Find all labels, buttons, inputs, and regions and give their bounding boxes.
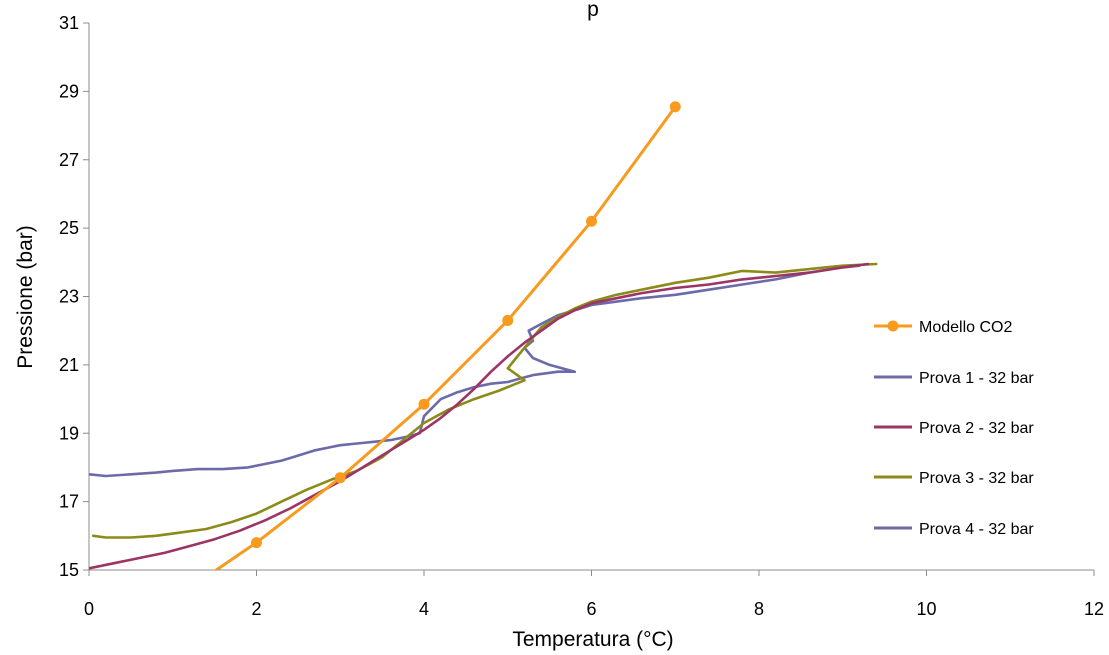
y-tick-label: 31 (59, 13, 79, 33)
legend-item: Modello CO2 (874, 319, 1012, 336)
y-tick-label: 17 (59, 492, 79, 512)
x-tick-label: 0 (84, 599, 94, 619)
data-point (334, 472, 346, 484)
plot-area (89, 101, 878, 570)
x-tick-label: 2 (251, 599, 261, 619)
legend-item: Prova 3 - 32 bar (874, 470, 1034, 487)
legend-item: Prova 4 - 32 bar (874, 521, 1034, 538)
chart-title: p (587, 0, 599, 21)
y-axis-title: Pressione (bar) (14, 225, 37, 369)
y-tick-label: 21 (59, 355, 79, 375)
legend-label: Prova 1 - 32 bar (919, 370, 1034, 387)
series-line-1 (213, 105, 677, 570)
legend-item: Prova 2 - 32 bar (874, 420, 1034, 437)
series-line-2 (89, 264, 861, 478)
legend-marker (887, 320, 899, 332)
data-point (418, 398, 430, 410)
y-tick-label: 25 (59, 218, 79, 238)
y-tick-label: 23 (59, 287, 79, 307)
y-tick-label: 19 (59, 423, 79, 443)
x-tick-label: 10 (916, 599, 936, 619)
data-point (586, 215, 597, 227)
legend-label: Prova 3 - 32 bar (919, 470, 1034, 487)
x-tick-label: 4 (419, 599, 429, 619)
legend-label: Prova 2 - 32 bar (919, 420, 1034, 437)
y-tick-label: 27 (59, 150, 79, 170)
x-tick-label: 8 (754, 599, 764, 619)
legend-label: Prova 4 - 32 bar (919, 521, 1034, 538)
x-axis-title: Temperatura (°C) (512, 628, 673, 651)
series-group (89, 101, 878, 570)
legend-label: Modello CO2 (919, 319, 1012, 336)
x-tick-label: 12 (1084, 599, 1104, 619)
axes: 0 2 4 6 8 10 12 15 17 19 21 23 25 27 29 31 (59, 13, 1104, 619)
data-point (669, 101, 681, 113)
series-line-3 (89, 262, 870, 570)
legend-item: Prova 1 - 32 bar (874, 370, 1034, 387)
y-tick-label: 29 (59, 81, 79, 101)
x-tick-label: 6 (586, 599, 596, 619)
series-line-4 (91, 262, 878, 539)
data-point (251, 537, 262, 549)
legend: Modello CO2 Prova 1 - 32 bar Prova 2 - 32 … (874, 319, 1034, 538)
data-point (502, 314, 514, 326)
y-tick-label: 15 (59, 560, 79, 580)
